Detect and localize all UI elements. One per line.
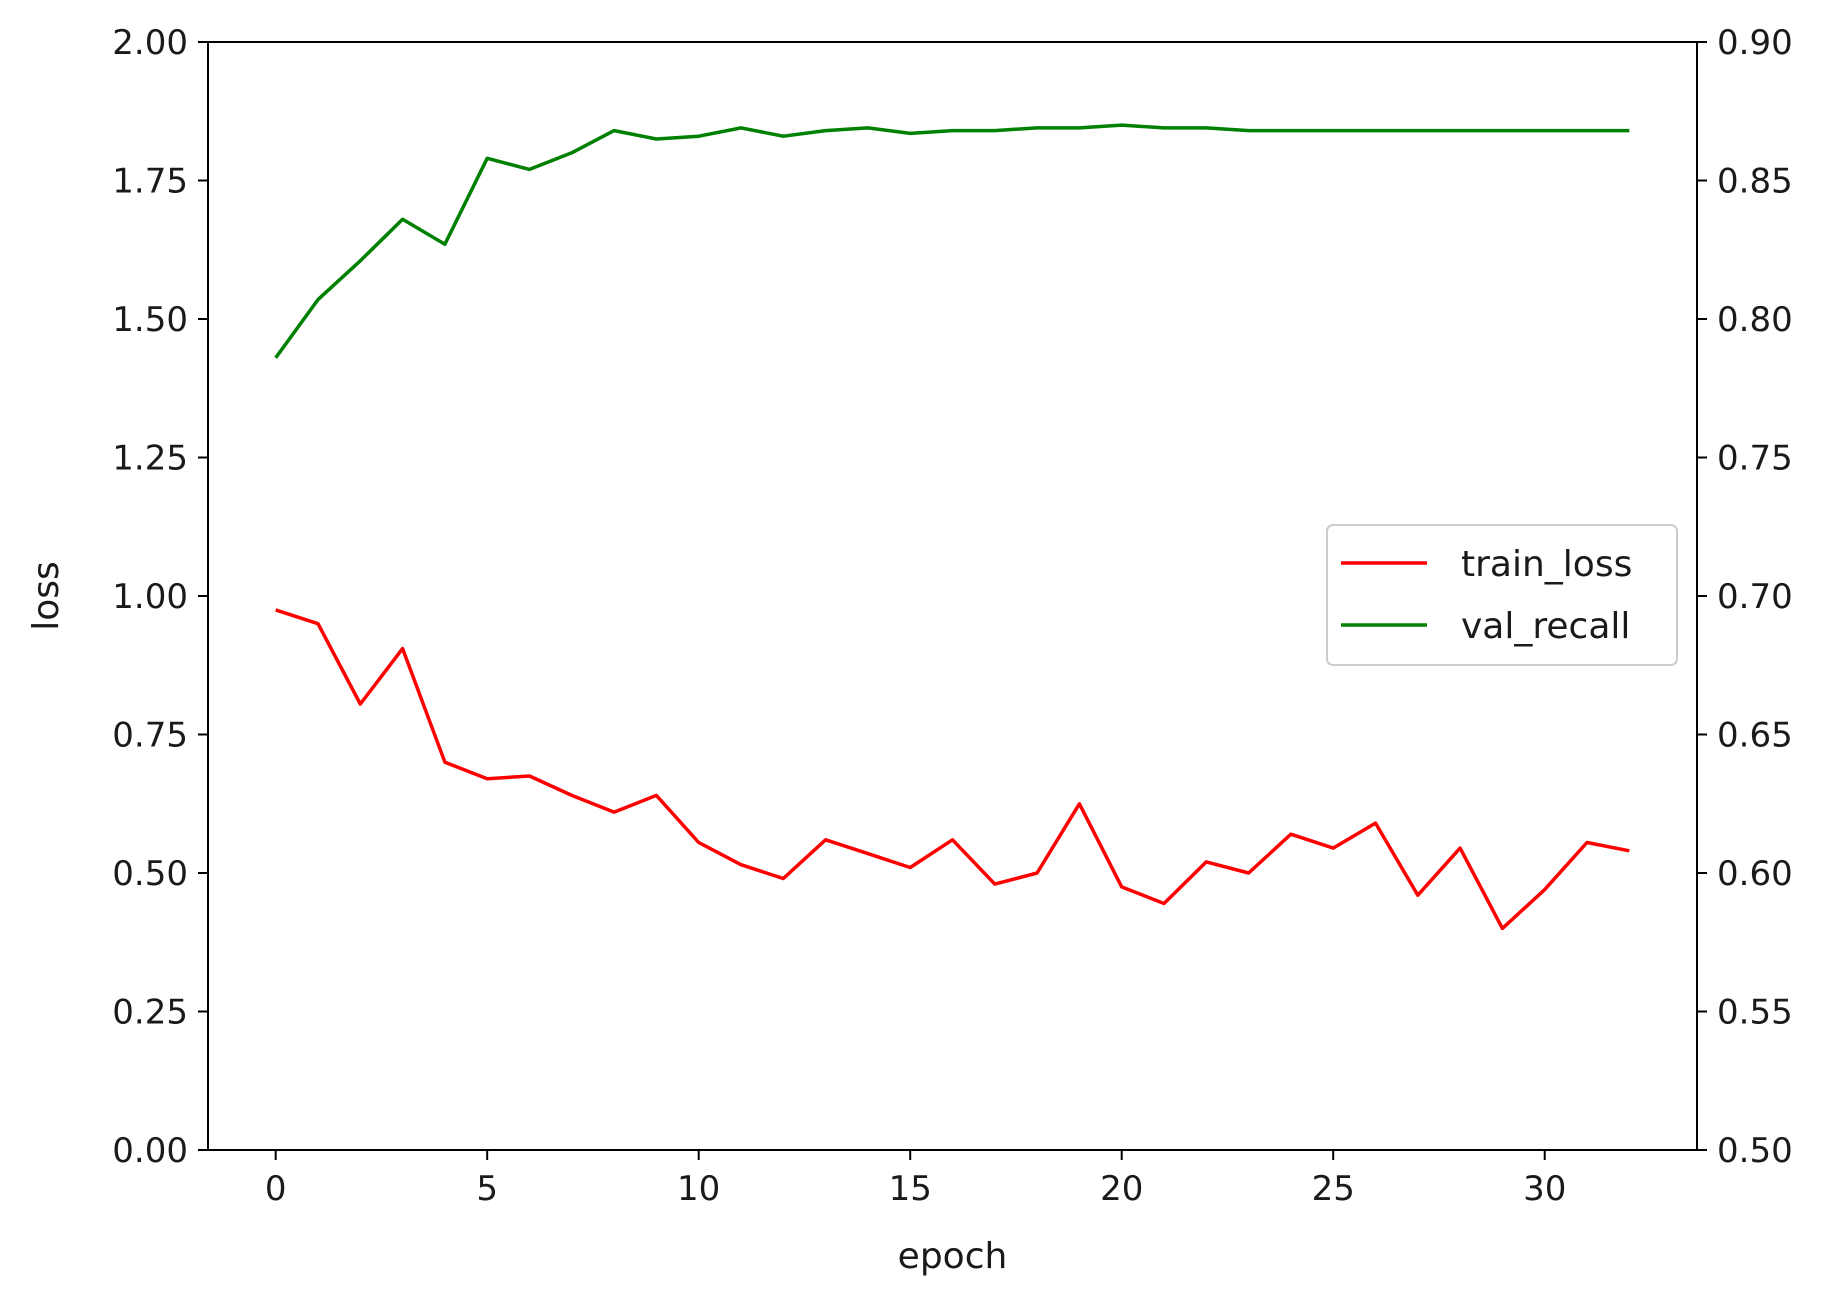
y-axis-right-ticks: 0.50 0.55 0.60 0.65 0.70 0.75 0.80 0.85 0.90 [1697, 23, 1793, 1171]
legend-label-val-recall: val_recall [1461, 606, 1630, 647]
y-left-tick-label: 1.50 [112, 300, 188, 340]
x-tick-label: 10 [677, 1169, 720, 1209]
y-right-tick-label: 0.55 [1717, 993, 1793, 1033]
series-line-train-loss [275, 608, 1630, 931]
y-left-tick-label: 0.50 [112, 854, 188, 894]
y-right-tick-label: 0.70 [1717, 577, 1793, 617]
legend: train_loss val_recall [1326, 524, 1678, 666]
y-left-tick-label: 1.25 [112, 439, 188, 479]
x-tick-label: 30 [1523, 1169, 1566, 1209]
x-tick-label: 25 [1312, 1169, 1355, 1209]
y-left-tick-label: 1.00 [112, 577, 188, 617]
x-axis-ticks: 0 5 10 15 20 25 30 [265, 1150, 1566, 1209]
x-tick-label: 15 [889, 1169, 932, 1209]
y-left-tick-label: 0.00 [112, 1131, 188, 1171]
y-left-tick-label: 0.75 [112, 716, 188, 756]
series-line-val-recall [274, 123, 1630, 359]
legend-box [1326, 524, 1678, 666]
x-tick-label: 20 [1100, 1169, 1143, 1209]
x-axis-label: epoch [898, 1236, 1008, 1277]
x-tick-label: 0 [265, 1169, 287, 1209]
y-right-tick-label: 0.75 [1717, 439, 1793, 479]
x-tick-label: 5 [476, 1169, 498, 1209]
y-right-tick-label: 0.85 [1717, 162, 1793, 202]
y-right-tick-label: 0.90 [1717, 23, 1793, 63]
y-left-tick-label: 0.25 [112, 993, 188, 1033]
y-right-tick-label: 0.80 [1717, 300, 1793, 340]
y-axis-label: loss [26, 561, 67, 631]
plot-lines [274, 123, 1630, 931]
y-right-tick-label: 0.65 [1717, 716, 1793, 756]
legend-label-train-loss: train_loss [1461, 544, 1632, 585]
y-left-tick-label: 2.00 [112, 23, 188, 63]
y-right-tick-label: 0.60 [1717, 854, 1793, 894]
y-axis-left-ticks: 0.00 0.25 0.50 0.75 1.00 1.25 1.50 1.75 2.00 [112, 23, 208, 1171]
y-right-tick-label: 0.50 [1717, 1131, 1793, 1171]
y-left-tick-label: 1.75 [112, 162, 188, 202]
